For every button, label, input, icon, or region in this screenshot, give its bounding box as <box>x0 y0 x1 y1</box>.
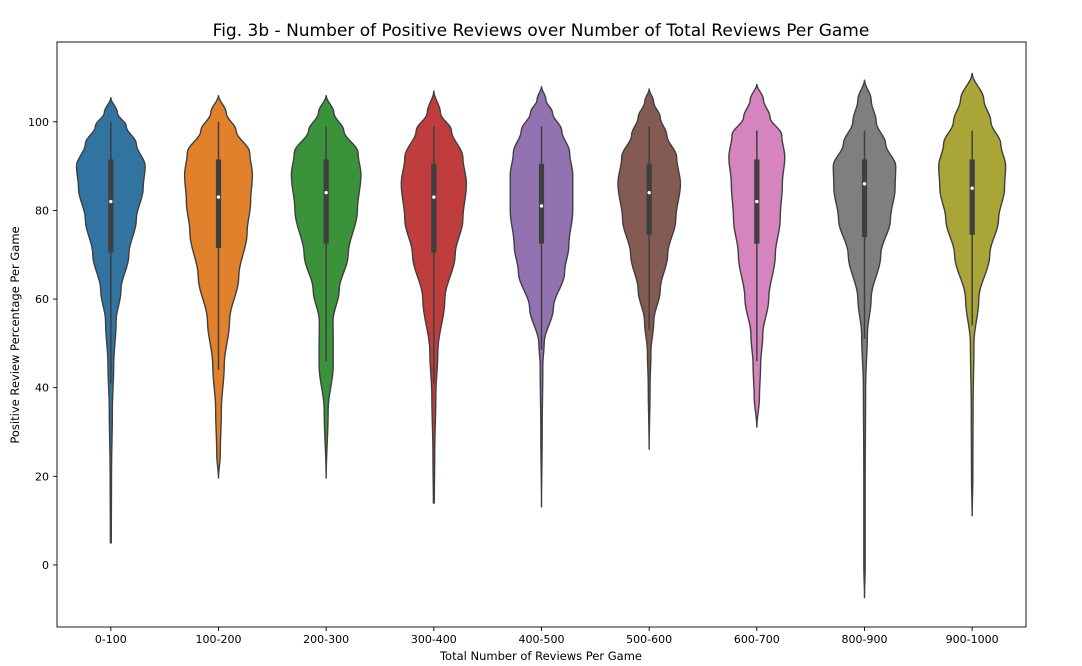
x-tick-label: 400-500 <box>519 633 565 646</box>
y-tick-label: 100 <box>28 116 49 129</box>
x-tick-label: 200-300 <box>303 633 349 646</box>
x-axis-ticks: 0-100 100-200 200-300 300-400 400-500 500-600… <box>95 627 999 646</box>
y-tick-label: 0 <box>42 559 49 572</box>
median-point-100-200 <box>216 195 221 199</box>
y-tick-label: 20 <box>35 470 49 483</box>
iqr-box-400-500 <box>538 163 545 244</box>
y-tick-label: 60 <box>35 293 49 306</box>
x-tick-label: 900-1000 <box>946 633 999 646</box>
median-point-500-600 <box>647 190 651 195</box>
median-point-600-700 <box>755 199 759 204</box>
x-axis-label: Total Number of Reviews Per Game <box>439 649 642 663</box>
median-point-900-1000 <box>970 186 974 190</box>
x-tick-label: 600-700 <box>734 633 780 646</box>
x-tick-label: 800-900 <box>842 633 888 646</box>
chart-title: Fig. 3b - Number of Positive Reviews ove… <box>213 21 870 41</box>
iqr-box-500-600 <box>646 163 652 235</box>
y-axis-ticks: 0 20 40 60 80 100 <box>28 116 57 572</box>
median-point-300-400 <box>432 195 436 199</box>
median-point-800-900 <box>862 182 867 186</box>
y-tick-label: 80 <box>35 204 49 217</box>
y-tick-label: 40 <box>35 382 49 395</box>
iqr-box-900-1000 <box>969 159 975 235</box>
x-tick-label: 500-600 <box>626 633 672 646</box>
iqr-box-200-300 <box>323 159 329 244</box>
median-point-0-100 <box>109 199 113 204</box>
median-point-200-300 <box>324 190 328 195</box>
median-point-400-500 <box>539 204 544 208</box>
y-axis-label: Positive Review Percentage Per Game <box>8 226 22 443</box>
iqr-box-100-200 <box>215 159 222 249</box>
violins-group <box>75 72 1007 599</box>
x-tick-label: 100-200 <box>196 633 242 646</box>
iqr-box-0-100 <box>108 159 114 253</box>
iqr-box-300-400 <box>431 163 437 253</box>
x-tick-label: 0-100 <box>95 633 127 646</box>
x-tick-label: 300-400 <box>411 633 457 646</box>
iqr-box-800-900 <box>861 159 868 237</box>
